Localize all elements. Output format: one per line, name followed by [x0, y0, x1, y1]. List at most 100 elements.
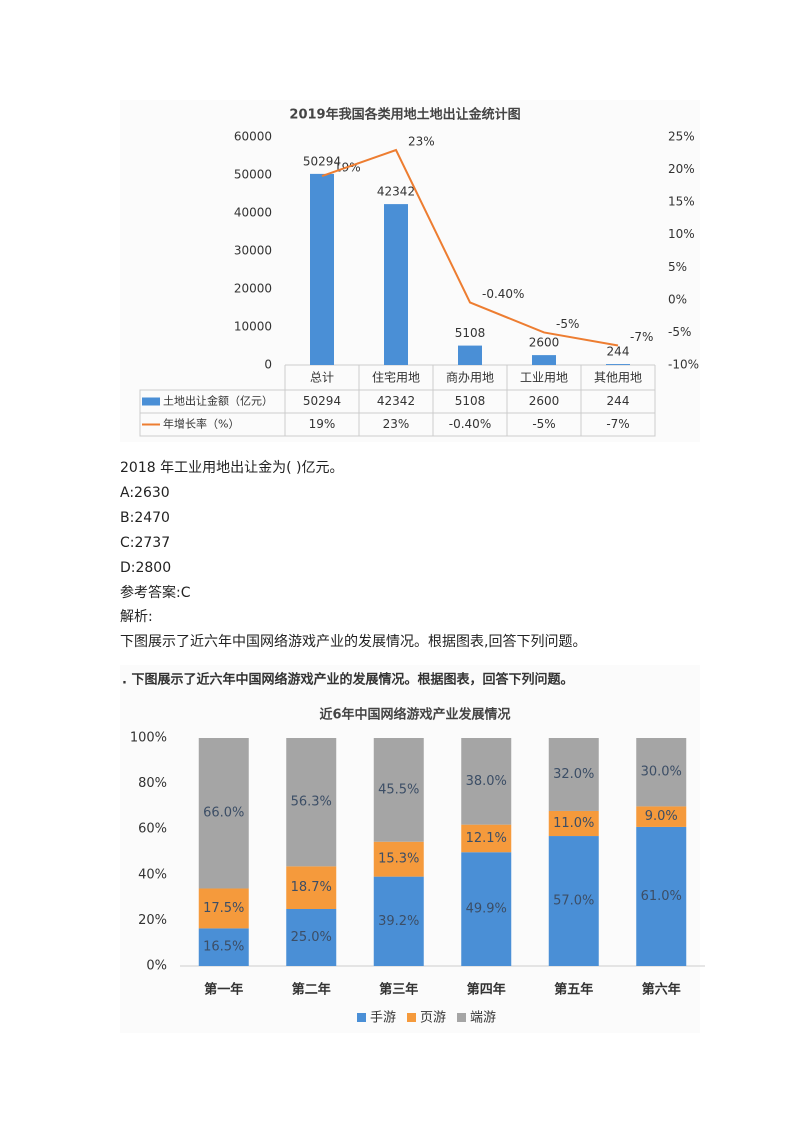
bar-segment [461, 852, 512, 966]
y2-tick-label: 25% [668, 130, 695, 144]
table-cell: 244 [607, 394, 630, 408]
segment-label: 38.0% [466, 774, 507, 789]
segment-label: 66.0% [203, 806, 244, 821]
segment-label: 49.9% [466, 902, 507, 917]
bar [384, 204, 408, 365]
category-label: 第二年 [292, 982, 331, 998]
legend-swatch [357, 1013, 366, 1022]
bar-segment [373, 738, 424, 842]
bar-data-label: 50294 [303, 154, 341, 168]
table-cell: 5108 [455, 394, 486, 408]
line-data-label: -0.40% [482, 287, 524, 301]
category-label: 第六年 [642, 982, 681, 998]
category-label: 第五年 [554, 982, 593, 998]
y-tick-label: 100% [130, 731, 167, 746]
category-label: 总计 [310, 371, 334, 385]
y2-tick-label: 20% [668, 162, 695, 176]
y-tick-label: 20000 [234, 282, 272, 296]
caption: . 下图展示了近六年中国网络游戏产业的发展情况。根据图表，回答下列问题。 [122, 672, 573, 688]
line-data-label: -5% [556, 317, 579, 331]
legend-swatch [407, 1013, 416, 1022]
segment-label: 39.2% [378, 914, 419, 929]
segment-label: 61.0% [641, 889, 682, 904]
segment-label: 12.1% [466, 831, 507, 846]
table-cell: 42342 [377, 394, 415, 408]
segment-label: 30.0% [641, 765, 682, 780]
legend-swatch [142, 397, 160, 406]
bar-segment [373, 841, 424, 877]
bar-segment [461, 824, 512, 853]
bar [532, 355, 556, 365]
bar-data-label: 42342 [377, 185, 415, 199]
y-tick-label: 50000 [234, 168, 272, 182]
bar-segment [636, 826, 687, 966]
intro: 下图展示了近六年中国网络游戏产业的发展情况。根据图表,回答下列问题。 [120, 633, 586, 650]
bar-segment [373, 876, 424, 966]
bar-data-label: 2600 [529, 336, 560, 350]
bar-segment [198, 738, 249, 889]
legend-label: 页游 [420, 1011, 446, 1026]
bar-segment [286, 866, 337, 909]
table-cell: 2600 [529, 394, 560, 408]
bar-segment [636, 806, 687, 827]
table-cell: 23% [383, 417, 410, 431]
bar [606, 364, 630, 365]
y-tick-label: 20% [138, 913, 167, 928]
segment-label: 25.0% [291, 930, 332, 945]
table-cell: -0.40% [449, 417, 491, 431]
chart-image-bg [120, 100, 700, 442]
segment-label: 9.0% [645, 809, 678, 824]
legend-label: 端游 [470, 1011, 496, 1026]
y-tick-label: 30000 [234, 244, 272, 258]
bar [458, 345, 482, 365]
y-tick-label: 80% [138, 776, 167, 791]
segment-label: 57.0% [553, 894, 594, 909]
segment-label: 11.0% [553, 816, 594, 831]
y2-tick-label: -10% [668, 358, 699, 372]
line-data-label: -7% [630, 330, 653, 344]
segment-label: 32.0% [553, 767, 594, 782]
segment-label: 56.3% [291, 795, 332, 810]
y-tick-label: 40000 [234, 206, 272, 220]
segment-label: 45.5% [378, 782, 419, 797]
option: C:2737 [120, 535, 170, 551]
y2-tick-label: -5% [668, 325, 691, 339]
category-label: 其他用地 [594, 371, 642, 385]
y-tick-label: 60% [138, 822, 167, 837]
chart-title: 近6年中国网络游戏产业发展情况 [319, 707, 510, 723]
y-tick-label: 40% [138, 867, 167, 882]
y-tick-label: 0% [146, 959, 167, 974]
y2-tick-label: 10% [668, 227, 695, 241]
segment-label: 18.7% [291, 880, 332, 895]
legend-swatch [457, 1013, 466, 1022]
bar-segment [198, 928, 249, 966]
line [321, 148, 619, 347]
question-stem: 2018 年工业用地出让金为( )亿元。 [120, 460, 343, 476]
bar-segment [636, 738, 687, 807]
option: A:2630 [120, 485, 170, 501]
y2-tick-label: 0% [668, 292, 687, 306]
bar-segment [548, 810, 599, 837]
category-label: 第一年 [204, 982, 243, 998]
bar-data-label: 244 [607, 345, 630, 359]
table-cell: 50294 [303, 394, 341, 408]
segment-label: 17.5% [203, 901, 244, 916]
category-label: 第四年 [467, 982, 506, 998]
y2-tick-label: 15% [668, 195, 695, 209]
chart-title: 2019年我国各类用地土地出让金统计图 [289, 107, 520, 123]
bar-segment [286, 738, 337, 867]
y-tick-label: 0 [264, 358, 272, 372]
table-cell: -7% [606, 417, 629, 431]
segment-label: 15.3% [378, 852, 419, 867]
option: B:2470 [120, 510, 170, 526]
y-tick-label: 10000 [234, 320, 272, 334]
category-label: 工业用地 [520, 371, 568, 385]
legend-label: 土地出让金额（亿元） [163, 394, 273, 408]
segment-label: 16.5% [203, 940, 244, 955]
bar-segment [286, 909, 337, 966]
bar-data-label: 5108 [455, 326, 486, 340]
y2-tick-label: 5% [668, 260, 687, 274]
bar-segment [548, 836, 599, 966]
line-data-label: 23% [408, 135, 435, 149]
